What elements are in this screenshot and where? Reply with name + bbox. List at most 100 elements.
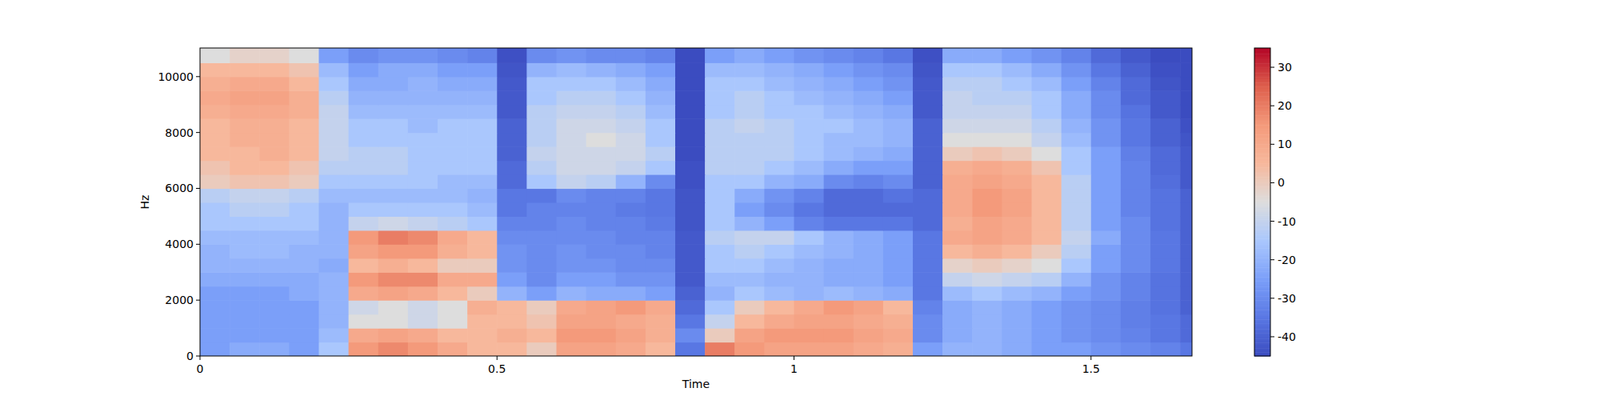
cell — [288, 132, 320, 148]
cell — [616, 188, 647, 203]
cell — [853, 146, 884, 161]
cell — [824, 174, 855, 189]
cell — [1091, 62, 1122, 77]
cell — [288, 328, 320, 343]
cell — [229, 300, 260, 315]
cell — [1061, 62, 1092, 77]
cell — [912, 272, 944, 287]
label: 20 — [1277, 99, 1292, 112]
cell — [972, 174, 1003, 189]
cell — [1180, 300, 1192, 315]
cell — [764, 328, 795, 343]
label: 10 — [1277, 137, 1292, 151]
cell — [288, 244, 320, 259]
cell — [586, 146, 617, 161]
cell — [616, 104, 647, 120]
cell — [1001, 328, 1032, 343]
cell — [496, 258, 528, 273]
cell — [912, 188, 944, 203]
cell — [734, 258, 765, 273]
cell — [556, 314, 588, 329]
cell — [912, 328, 944, 343]
cell — [288, 216, 320, 231]
cell — [1061, 76, 1092, 92]
cell — [734, 188, 765, 203]
cell — [1091, 174, 1122, 189]
cell — [556, 48, 588, 64]
cell — [1061, 230, 1092, 245]
cell — [496, 188, 528, 203]
cell — [1001, 132, 1032, 148]
cell — [764, 244, 795, 259]
y-tick — [196, 356, 200, 357]
cell — [467, 216, 498, 231]
cell — [616, 174, 647, 189]
cell — [556, 132, 588, 148]
cell — [1091, 328, 1122, 343]
cell — [764, 174, 795, 189]
cell — [1001, 188, 1032, 203]
cell — [437, 160, 468, 176]
colorbar-tick — [1270, 105, 1275, 107]
cell — [942, 132, 973, 148]
cell — [824, 216, 855, 231]
cell — [586, 174, 617, 189]
cell — [853, 342, 884, 356]
cell — [883, 160, 914, 176]
cell — [942, 244, 973, 259]
cell — [972, 132, 1003, 148]
cell — [824, 146, 855, 161]
cell — [496, 202, 528, 217]
cell — [883, 48, 914, 64]
cell — [1001, 314, 1032, 329]
cell — [437, 174, 468, 189]
cell — [1091, 342, 1122, 356]
cell — [912, 244, 944, 259]
cell — [734, 314, 765, 329]
cell — [942, 188, 973, 203]
cell — [467, 314, 498, 329]
cell — [794, 48, 825, 64]
cell — [1061, 244, 1092, 259]
cell — [229, 286, 260, 301]
cell — [319, 300, 350, 315]
cell — [734, 62, 765, 77]
cell — [675, 62, 706, 77]
cell — [526, 188, 557, 203]
cell — [1001, 342, 1032, 356]
cell — [942, 160, 973, 176]
cell — [556, 342, 588, 356]
cell — [288, 174, 320, 189]
cell — [229, 146, 260, 161]
cell — [1091, 230, 1122, 245]
cell — [734, 160, 765, 176]
cell — [1091, 146, 1122, 161]
cell — [1150, 342, 1181, 356]
cell — [408, 300, 439, 315]
cell — [1032, 230, 1063, 245]
cell — [912, 202, 944, 217]
cell — [408, 216, 439, 231]
cell — [1180, 216, 1192, 231]
cell — [794, 230, 825, 245]
cell — [883, 258, 914, 273]
cell — [496, 104, 528, 120]
cell — [526, 90, 557, 105]
cell — [408, 244, 439, 259]
cell — [378, 132, 409, 148]
cell — [704, 314, 736, 329]
cell — [586, 76, 617, 92]
cell — [556, 244, 588, 259]
cell — [348, 62, 380, 77]
cell — [645, 230, 676, 245]
cell — [408, 174, 439, 189]
cell — [824, 230, 855, 245]
cell — [1061, 104, 1092, 120]
y-tick — [196, 244, 200, 245]
cell — [200, 286, 231, 301]
cell — [794, 342, 825, 356]
cell — [200, 160, 231, 176]
cell — [912, 160, 944, 176]
cell — [1120, 132, 1152, 148]
cell — [616, 272, 647, 287]
